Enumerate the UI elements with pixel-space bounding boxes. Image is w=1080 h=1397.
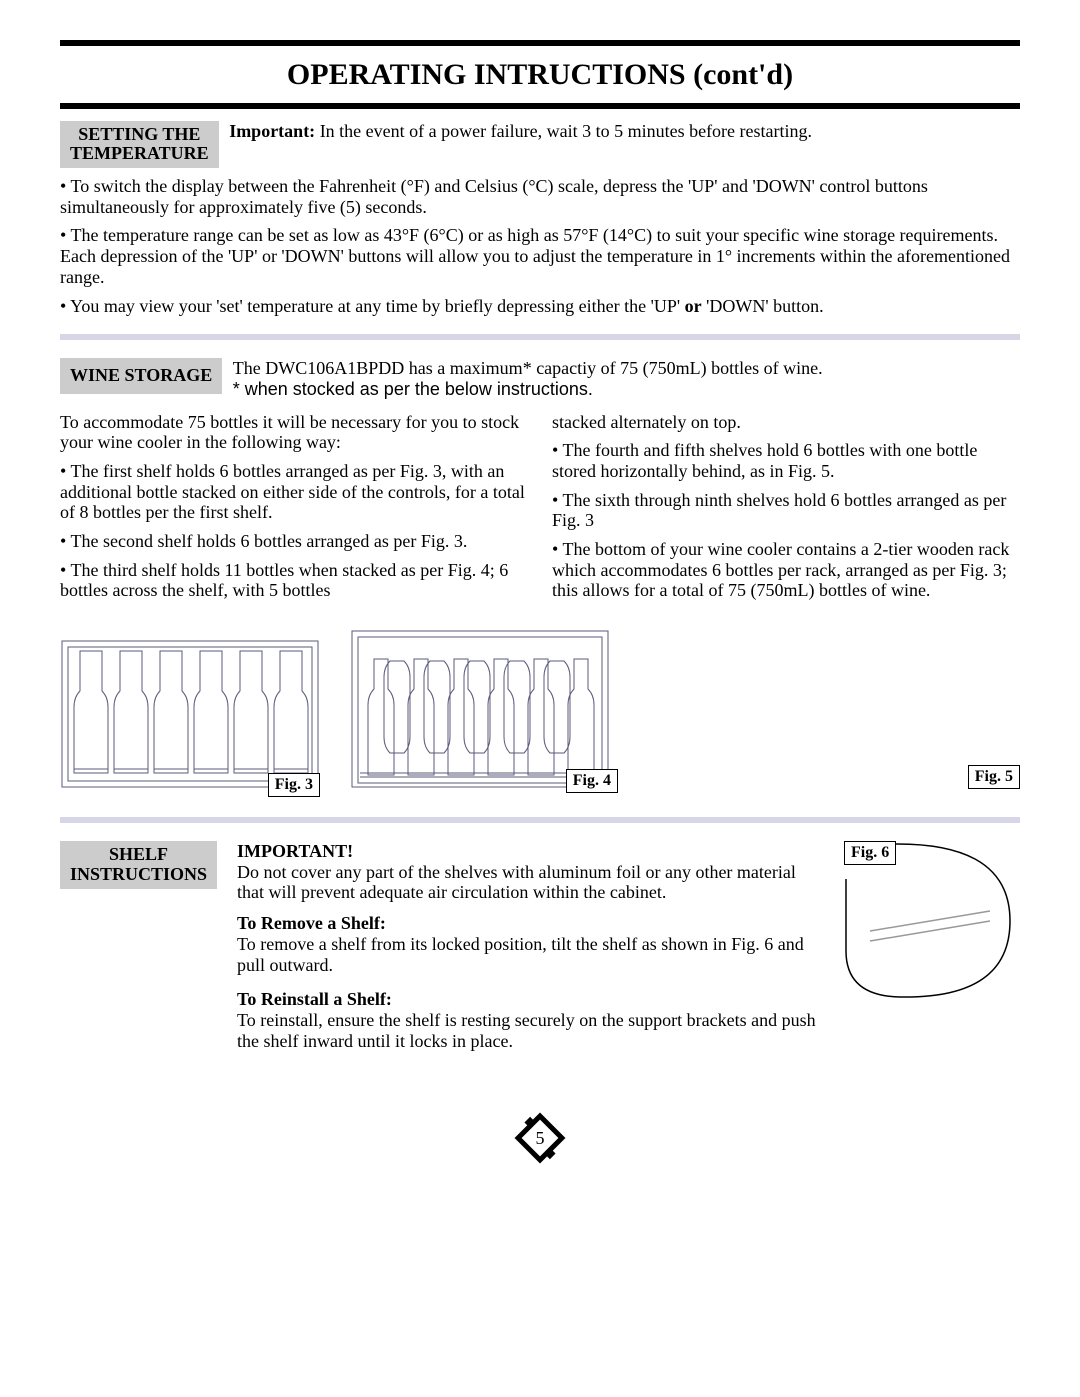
colA-p4: • The third shelf holds 11 bottles when … bbox=[60, 560, 528, 601]
shelf-section: SHELF INSTRUCTIONS IMPORTANT! Do not cov… bbox=[60, 841, 1020, 1051]
colA-p1: To accommodate 75 bottles it will be nec… bbox=[60, 412, 528, 453]
divider-2 bbox=[60, 817, 1020, 823]
shelf-reinstall-h: To Reinstall a Shelf: bbox=[237, 989, 392, 1009]
storage-line1: The DWC106A1BPDD has a maximum* capactiy… bbox=[233, 358, 823, 378]
colB-p1: stacked alternately on top. bbox=[552, 412, 1020, 433]
colB-p2: • The fourth and fifth shelves hold 6 bo… bbox=[552, 440, 1020, 481]
top-rule bbox=[60, 40, 1020, 46]
storage-col-a: To accommodate 75 bottles it will be nec… bbox=[60, 404, 528, 610]
storage-columns: To accommodate 75 bottles it will be nec… bbox=[60, 404, 1020, 610]
setting-tag-line1: SETTING THE bbox=[78, 124, 200, 144]
setting-heading-row: SETTING THE TEMPERATURE Important: In th… bbox=[60, 121, 1020, 169]
setting-important: Important: In the event of a power failu… bbox=[229, 121, 812, 141]
shelf-tag-wrap: SHELF INSTRUCTIONS bbox=[60, 841, 223, 1051]
figure-4: Fig. 4 bbox=[350, 629, 610, 789]
page-number-badge: 5 bbox=[513, 1111, 567, 1165]
shelf-remove-h: To Remove a Shelf: bbox=[237, 913, 386, 933]
figure-6: Fig. 6 bbox=[840, 841, 1020, 1051]
setting-tag-line2: TEMPERATURE bbox=[70, 143, 209, 163]
shelf-imp-text: Do not cover any part of the shelves wit… bbox=[237, 862, 796, 903]
figures-row: Fig. 3 bbox=[60, 619, 1020, 789]
shelf-remove: To Remove a Shelf: To remove a shelf fro… bbox=[237, 913, 826, 975]
setting-b3b: 'DOWN' button. bbox=[702, 296, 824, 316]
setting-tag: SETTING THE TEMPERATURE bbox=[60, 121, 219, 169]
setting-bullet-1: • To switch the display between the Fahr… bbox=[60, 176, 1020, 217]
shelf-tag: SHELF INSTRUCTIONS bbox=[60, 841, 217, 889]
setting-b3-or: or bbox=[685, 296, 702, 316]
shelf-reinstall-t: To reinstall, ensure the shelf is restin… bbox=[237, 1010, 816, 1051]
colB-p3: • The sixth through ninth shelves hold 6… bbox=[552, 490, 1020, 531]
figure-5-placeholder: Fig. 5 bbox=[640, 619, 1020, 789]
fig4-label: Fig. 4 bbox=[566, 769, 618, 793]
divider-1 bbox=[60, 334, 1020, 340]
storage-heading-row: WINE STORAGE The DWC106A1BPDD has a maxi… bbox=[60, 358, 1020, 399]
setting-b3a: • You may view your 'set' temperature at… bbox=[60, 296, 685, 316]
shelf-imp-label: IMPORTANT! bbox=[237, 841, 353, 861]
fig3-svg bbox=[60, 639, 320, 789]
page-title: OPERATING INTRUCTIONS (cont'd) bbox=[60, 58, 1020, 93]
important-label: Important: bbox=[229, 121, 315, 141]
colA-p3: • The second shelf holds 6 bottles arran… bbox=[60, 531, 528, 552]
important-text: In the event of a power failure, wait 3 … bbox=[315, 121, 812, 141]
colA-p2: • The first shelf holds 6 bottles arrang… bbox=[60, 461, 528, 523]
figure-3: Fig. 3 bbox=[60, 639, 320, 789]
title-underrule bbox=[60, 103, 1020, 109]
shelf-text: IMPORTANT! Do not cover any part of the … bbox=[237, 841, 826, 1051]
shelf-tag-l2: INSTRUCTIONS bbox=[70, 864, 207, 884]
shelf-reinstall: To Reinstall a Shelf: To reinstall, ensu… bbox=[237, 989, 826, 1051]
setting-bullet-3: • You may view your 'set' temperature at… bbox=[60, 296, 1020, 317]
shelf-remove-t: To remove a shelf from its locked positi… bbox=[237, 934, 804, 975]
fig4-svg bbox=[350, 629, 610, 789]
fig5-label: Fig. 5 bbox=[968, 765, 1020, 789]
storage-intro: The DWC106A1BPDD has a maximum* capactiy… bbox=[233, 358, 823, 399]
shelf-important: IMPORTANT! Do not cover any part of the … bbox=[237, 841, 826, 903]
storage-tag: WINE STORAGE bbox=[60, 358, 222, 394]
colB-p4: • The bottom of your wine cooler contain… bbox=[552, 539, 1020, 601]
storage-col-b: stacked alternately on top. • The fourth… bbox=[552, 404, 1020, 610]
page-number: 5 bbox=[513, 1111, 567, 1165]
fig3-label: Fig. 3 bbox=[268, 773, 320, 797]
fig6-label: Fig. 6 bbox=[844, 841, 896, 865]
storage-line2: * when stocked as per the below instruct… bbox=[233, 379, 593, 399]
setting-bullet-2: • The temperature range can be set as lo… bbox=[60, 225, 1020, 287]
shelf-tag-l1: SHELF bbox=[109, 844, 168, 864]
